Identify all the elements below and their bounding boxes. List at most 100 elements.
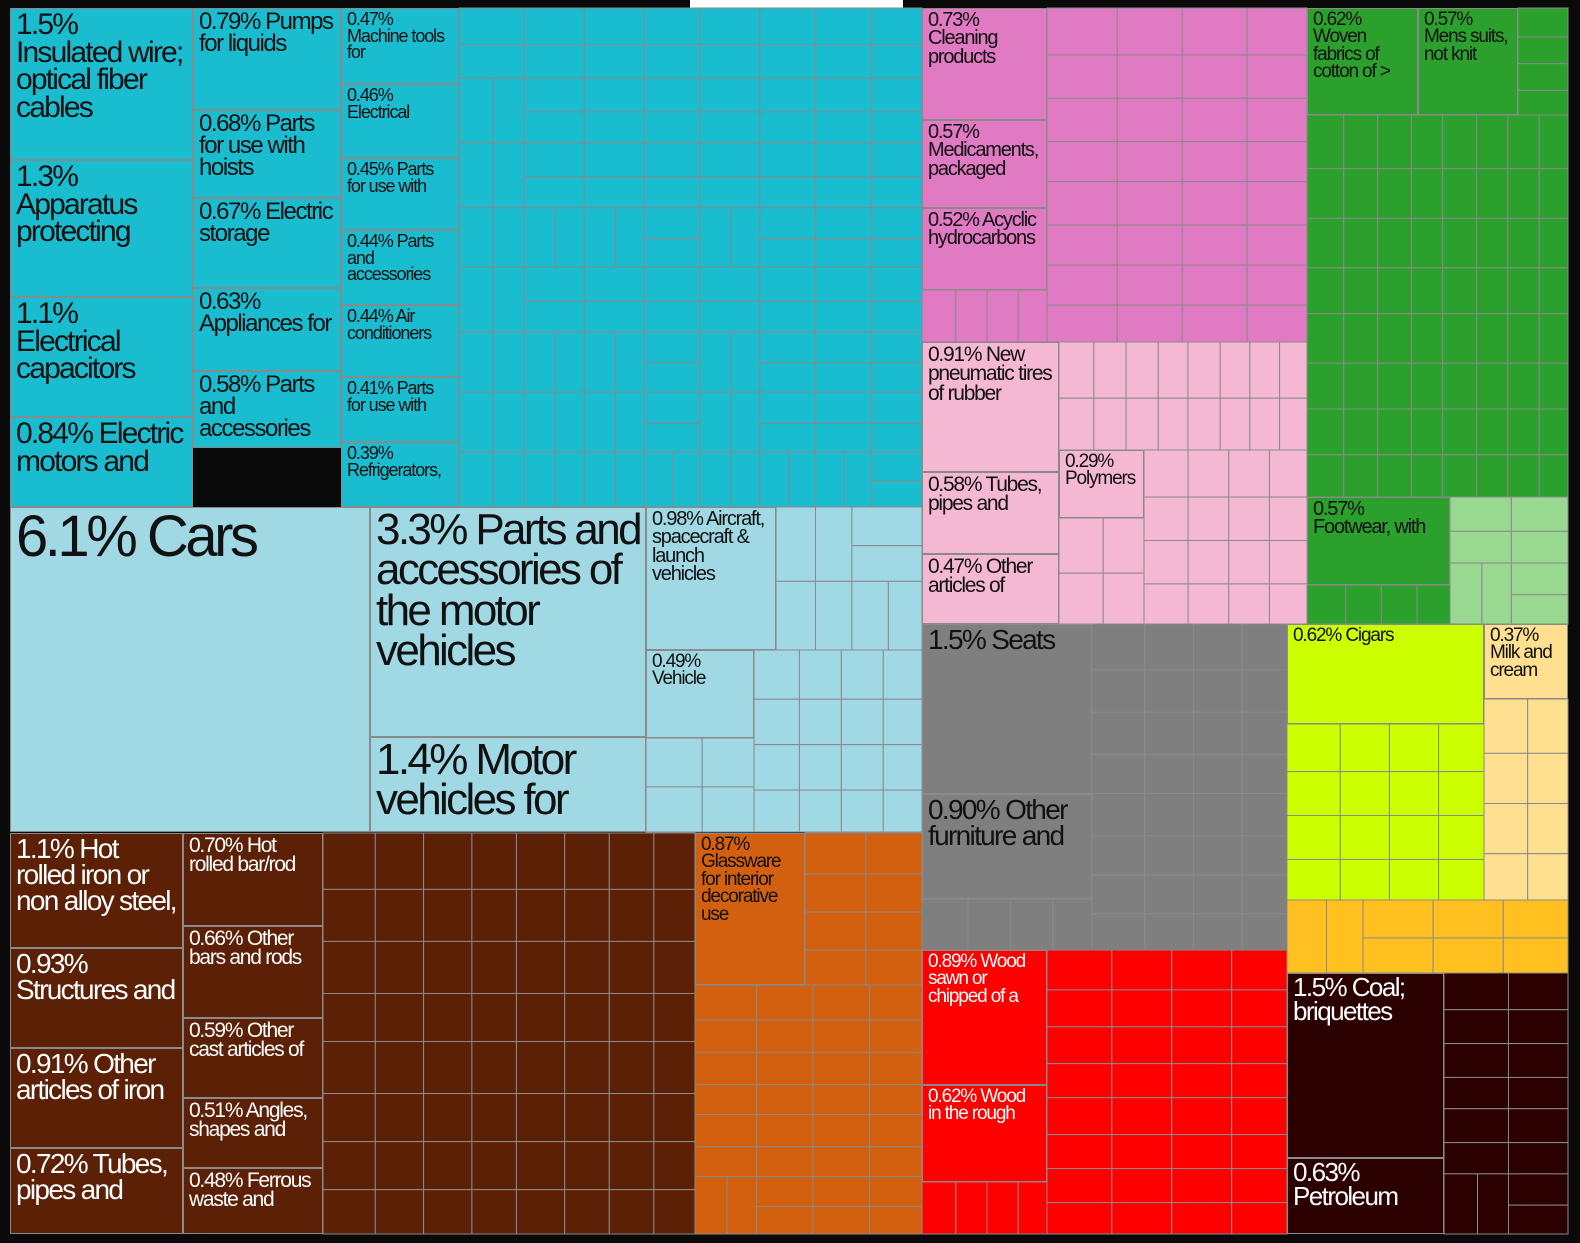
filler-cell (1228, 583, 1270, 625)
treemap-cell: 0.47% Other articles of (922, 554, 1059, 624)
filler-cell (1144, 711, 1194, 755)
treemap-cell: 0.73% Cleaning products (922, 8, 1047, 120)
filler-cell (1116, 264, 1183, 306)
filler-cell (1442, 114, 1478, 170)
filler-cell (1377, 362, 1412, 410)
value-label: 0.37% (1490, 625, 1539, 646)
filler-cell (523, 77, 585, 113)
filler-cell (1241, 669, 1288, 713)
filler-cell (1377, 114, 1412, 170)
item-name: Ferrous waste and (189, 1169, 312, 1212)
filler-cell (755, 1084, 814, 1115)
filler-cell (322, 940, 376, 994)
filler-cell (753, 698, 800, 746)
filler-cell (1442, 313, 1478, 364)
item-name: Coal; briquettes (1293, 973, 1406, 1026)
filler-cell (653, 888, 696, 942)
filler-cell (699, 111, 761, 144)
item-name: Hot rolled iron or non alloy steel, (16, 833, 178, 916)
filler-cell (1171, 1168, 1233, 1204)
filler-cell (322, 888, 376, 942)
filler-cell (583, 300, 645, 333)
filler-cell (1111, 1097, 1173, 1136)
filler-cell (1111, 1063, 1173, 1099)
filler-cell (423, 1041, 473, 1095)
filler-cell (1443, 1142, 1509, 1175)
filler-cell (814, 7, 872, 45)
filler-cell (1181, 181, 1248, 226)
item-name: Other bars and rods (189, 927, 302, 970)
filler-cell (1438, 858, 1485, 901)
filler-cell (1507, 1108, 1569, 1144)
filler-cell (870, 480, 923, 508)
filler-cell (1442, 168, 1478, 219)
filler-cell (1246, 7, 1308, 56)
filler-cell (814, 77, 872, 113)
filler-cell (1339, 723, 1390, 773)
filler-cell (1157, 397, 1189, 451)
filler-cell (608, 1041, 655, 1095)
treemap-cell: 0.67% Electric storage (193, 198, 341, 288)
item-name: Parts and accessories (199, 371, 315, 443)
filler-cell (759, 77, 816, 113)
filler-cell (1476, 217, 1509, 269)
filler-cell (523, 391, 556, 453)
filler-cell (1306, 168, 1345, 219)
filler-cell (1246, 264, 1308, 306)
filler-cell (753, 649, 800, 700)
top-bar (690, 0, 903, 8)
filler-cell (643, 111, 701, 144)
filler-cell (921, 289, 957, 343)
filler-cell (1510, 530, 1569, 564)
filler-cell (986, 1181, 1019, 1235)
filler-cell (643, 238, 701, 268)
filler-cell (1241, 835, 1288, 876)
filler-cell (1339, 771, 1390, 817)
filler-cell (1483, 698, 1529, 754)
filler-cell (1091, 874, 1146, 915)
filler-cell (730, 331, 761, 393)
filler-cell (759, 207, 816, 240)
item-name: Woven fabrics of cotton of > (1313, 26, 1391, 83)
filler-cell (1410, 267, 1444, 315)
filler-cell (583, 207, 616, 268)
filler-cell (798, 649, 842, 700)
filler-cell (492, 142, 525, 209)
filler-cell (759, 111, 816, 144)
filler-cell (1116, 141, 1183, 183)
filler-cell (515, 1041, 566, 1095)
filler-cell (608, 1141, 655, 1191)
filler-cell (643, 77, 701, 113)
filler-cell (1144, 623, 1194, 671)
filler-cell (515, 940, 566, 994)
filler-cell (1442, 454, 1478, 498)
filler-cell (1377, 454, 1412, 498)
filler-cell (471, 1093, 517, 1143)
filler-cell (1443, 1009, 1509, 1045)
treemap-cell: 0.63% Petroleum (1287, 1158, 1444, 1234)
filler-cell (1058, 397, 1095, 451)
filler-cell (814, 142, 872, 178)
treemap-cell: 0.93% Structures and (10, 948, 183, 1048)
item-name: Medicaments, packaged (928, 139, 1039, 180)
treemap-cell: 0.59% Other cast articles of (183, 1018, 323, 1098)
filler-cell (523, 111, 585, 144)
item-name: Air conditioners (347, 306, 432, 343)
filler-cell (870, 77, 923, 113)
filler-cell (869, 1113, 923, 1148)
filler-cell (1157, 341, 1189, 399)
treemap-cell: 0.46% Electrical (341, 84, 459, 158)
filler-cell (1116, 181, 1183, 226)
filler-cell (1442, 362, 1478, 410)
value-label: 0.47% (928, 555, 983, 578)
filler-cell (523, 43, 585, 79)
treemap-cell: 0.45% Parts for use with (341, 158, 459, 230)
filler-cell (1171, 1202, 1233, 1235)
item-name: Tubes, pipes and (928, 473, 1043, 516)
filler-cell (583, 266, 645, 302)
treemap-cell: 0.90% Other furniture and (922, 794, 1092, 899)
filler-cell (1517, 36, 1569, 65)
filler-cell (814, 238, 872, 268)
filler-cell (583, 176, 645, 209)
filler-cell (1058, 341, 1095, 399)
